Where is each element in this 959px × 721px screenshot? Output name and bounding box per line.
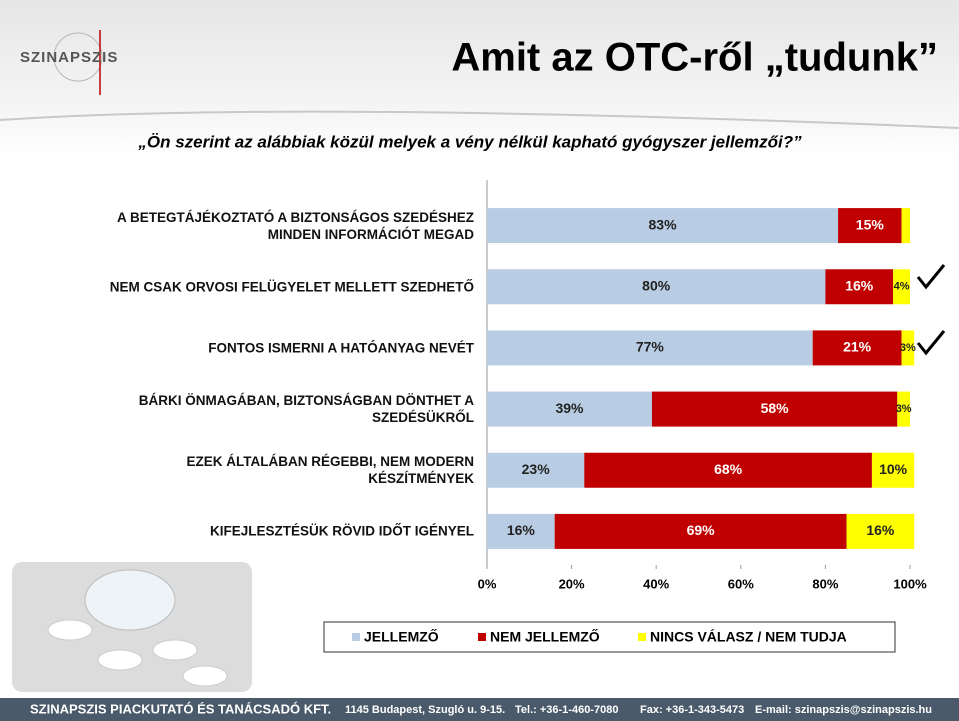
category-label: A BETEGTÁJÉKOZTATÓ A BIZTONSÁGOS SZEDÉSH… bbox=[116, 209, 474, 242]
bar-segment bbox=[487, 269, 826, 305]
bar-segment bbox=[487, 391, 652, 427]
pill bbox=[152, 639, 198, 661]
category-label: EZEK ÁLTALÁBAN RÉGEBBI, NEM MODERN KÉSZÍ… bbox=[186, 454, 475, 487]
bar-segment bbox=[893, 269, 910, 305]
x-tick-label: 20% bbox=[559, 576, 585, 591]
footer-text: E-mail: szinapszis@szinapszis.hu bbox=[755, 704, 932, 716]
bar-segment bbox=[812, 330, 902, 366]
plot-area bbox=[487, 180, 910, 565]
checkmark bbox=[916, 264, 946, 290]
bar-segment bbox=[838, 208, 902, 244]
value-label: 69% bbox=[687, 522, 716, 538]
value-label: 83% bbox=[649, 216, 678, 232]
value-label: 10% bbox=[879, 461, 908, 477]
bar-segment bbox=[487, 513, 555, 549]
legend-label: NINCS VÁLASZ / NEM TUDJA bbox=[650, 629, 847, 645]
value-label: 3% bbox=[900, 342, 916, 354]
footer-text: Fax: +36-1-343-5473 bbox=[640, 704, 744, 716]
value-label: 15% bbox=[856, 216, 885, 232]
subtitle: „Ön szerint az alábbiak közül melyek a v… bbox=[137, 132, 802, 151]
footer-text: 1145 Budapest, Szugló u. 9-15. bbox=[345, 704, 505, 716]
value-label: 23% bbox=[522, 461, 551, 477]
pill bbox=[182, 665, 228, 687]
decor-line bbox=[0, 110, 959, 129]
bar-segment bbox=[554, 513, 847, 549]
value-label: 21% bbox=[843, 339, 872, 355]
value-label: 68% bbox=[714, 461, 743, 477]
x-tick-label: 60% bbox=[728, 576, 754, 591]
legend-swatch bbox=[478, 633, 486, 641]
bar-segment bbox=[871, 452, 915, 488]
value-label: 39% bbox=[555, 400, 584, 416]
value-label: 16% bbox=[845, 277, 874, 293]
value-label: 4% bbox=[894, 281, 910, 293]
footer-text: Tel.: +36-1-460-7080 bbox=[515, 704, 618, 716]
bar-segment bbox=[651, 391, 898, 427]
footer-bar bbox=[0, 698, 959, 721]
bar-segment bbox=[897, 391, 910, 427]
legend-label: JELLEMZŐ bbox=[364, 628, 439, 645]
legend-label: NEM JELLEMZŐ bbox=[490, 628, 600, 645]
value-label: 3% bbox=[896, 403, 912, 415]
bar-segment bbox=[487, 330, 813, 366]
value-label: 58% bbox=[761, 400, 790, 416]
bar-segment bbox=[901, 208, 910, 244]
legend-swatch bbox=[352, 633, 360, 641]
value-label: 16% bbox=[507, 522, 536, 538]
category-label: NEM CSAK ORVOSI FELÜGYELET MELLETT SZEDH… bbox=[109, 279, 474, 295]
x-tick-label: 40% bbox=[643, 576, 669, 591]
legend-swatch bbox=[638, 633, 646, 641]
x-tick-label: 100% bbox=[893, 576, 927, 591]
value-label: 77% bbox=[636, 339, 665, 355]
logo: SZINAPSZIS bbox=[20, 49, 118, 66]
legend-box bbox=[323, 621, 896, 653]
x-tick-label: 0% bbox=[478, 576, 497, 591]
bar-segment bbox=[487, 452, 585, 488]
value-label: 16% bbox=[866, 522, 895, 538]
category-label: BÁRKI ÖNMAGÁBAN, BIZTONSÁGBAN DÖNTHET A … bbox=[138, 393, 474, 426]
title: Amit az OTC-ről „tudunk” bbox=[451, 36, 938, 80]
bar-segment bbox=[825, 269, 894, 305]
footer-text: SZINAPSZIS PIACKUTATÓ ÉS TANÁCSADÓ KFT. bbox=[30, 701, 331, 716]
logo-ring bbox=[53, 32, 103, 82]
pill bbox=[47, 619, 93, 641]
bar-segment bbox=[901, 330, 915, 366]
bar-segment bbox=[584, 452, 872, 488]
pill bbox=[97, 649, 143, 671]
x-tick-label: 80% bbox=[812, 576, 838, 591]
checkmark bbox=[916, 330, 946, 356]
category-label: FONTOS ISMERNI A HATÓANYAG NEVÉT bbox=[208, 340, 474, 356]
category-label: KIFEJLESZTÉSÜK RÖVID IDŐT IGÉNYEL bbox=[209, 523, 474, 539]
bar-segment bbox=[487, 208, 839, 244]
value-label: 80% bbox=[642, 277, 671, 293]
bar-segment bbox=[846, 513, 915, 549]
pill-bottle bbox=[84, 569, 176, 631]
